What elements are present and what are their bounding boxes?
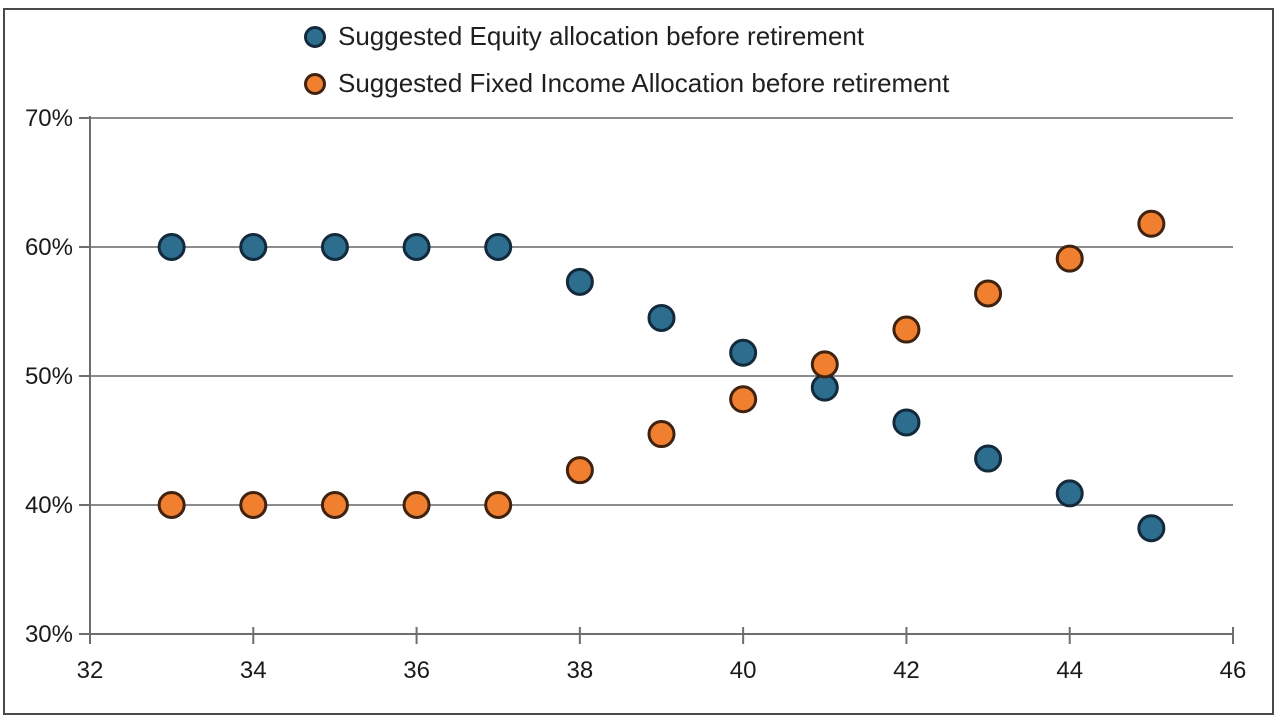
data-point: [402, 491, 431, 519]
data-point: [484, 233, 513, 261]
legend-item-equity: Suggested Equity allocation before retir…: [304, 13, 949, 60]
y-axis-tick-label: 50%: [25, 363, 73, 390]
data-point: [565, 456, 594, 485]
data-point: [974, 444, 1003, 473]
y-axis-tick-label: 40%: [25, 492, 73, 519]
x-axis-tick-label: 38: [567, 657, 594, 684]
data-point: [1137, 514, 1166, 543]
fixed-income-legend-marker-icon: [304, 72, 326, 95]
y-axis-tick-label: 70%: [25, 105, 73, 132]
data-point: [402, 233, 431, 261]
data-point: [1137, 209, 1166, 238]
data-point: [729, 385, 758, 414]
data-point: [647, 420, 676, 449]
data-point: [810, 350, 839, 379]
data-point: [565, 267, 594, 296]
y-axis-tick-label: 30%: [25, 621, 73, 648]
legend-item-fixed-income: Suggested Fixed Income Allocation before…: [304, 60, 949, 107]
fixed-income-legend-label: Suggested Fixed Income Allocation before…: [338, 68, 950, 98]
x-axis-tick-label: 46: [1220, 657, 1247, 684]
data-point: [239, 491, 268, 519]
data-point: [157, 491, 186, 519]
data-point: [892, 408, 921, 437]
x-axis-tick-label: 34: [240, 657, 267, 684]
data-point: [892, 315, 921, 344]
data-point: [810, 373, 839, 402]
data-point: [320, 491, 349, 519]
data-point: [647, 303, 676, 332]
equity-legend-label: Suggested Equity allocation before retir…: [338, 21, 865, 51]
x-axis-tick-label: 40: [730, 657, 757, 684]
data-point: [320, 233, 349, 261]
data-point: [157, 233, 186, 261]
x-axis-tick-label: 32: [77, 657, 104, 684]
data-point: [729, 338, 758, 367]
x-axis-tick-label: 44: [1056, 657, 1083, 684]
y-axis-tick-label: 60%: [25, 234, 73, 261]
data-point: [974, 279, 1003, 308]
x-axis-tick-label: 42: [893, 657, 920, 684]
data-point: [239, 233, 268, 261]
data-point: [1055, 244, 1084, 273]
data-point: [484, 491, 513, 519]
x-axis-tick-label: 36: [403, 657, 430, 684]
chart-legend: Suggested Equity allocation before retir…: [304, 13, 949, 107]
data-point: [1055, 479, 1084, 508]
equity-legend-marker-icon: [304, 25, 326, 48]
